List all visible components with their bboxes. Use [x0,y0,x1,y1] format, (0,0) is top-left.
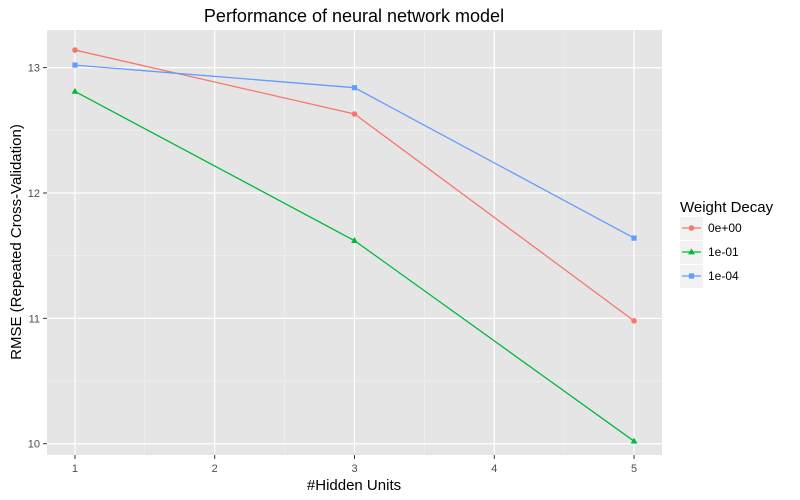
series-group [71,47,638,444]
x-tick-label: 5 [631,463,637,475]
x-tick-label: 1 [72,463,78,475]
y-axis-title: RMSE (Repeated Cross-Validation) [8,124,25,360]
y-tick-label: 12 [28,188,40,200]
y-tick-label: 11 [29,313,40,325]
legend-marker [688,273,695,279]
data-point [72,47,78,53]
series-0e+00 [72,47,637,324]
data-point [631,318,637,324]
legend-label: 1e-01 [708,245,739,259]
legend: Weight Decay 0e+00 1e-01 1e-04 [680,199,774,288]
data-point [631,235,637,241]
x-tick-label: 2 [212,463,218,475]
series-1e-01 [71,87,638,444]
data-point [351,85,358,91]
data-point [71,87,79,94]
legend-title: Weight Decay [680,199,774,216]
data-point [630,437,638,444]
data-point [72,62,78,68]
data-point [351,111,358,117]
legend-marker [688,225,695,231]
legend-item: 0e+00 [680,217,742,240]
x-tick-label: 4 [491,463,497,475]
legend-marker [688,248,695,255]
legend-label: 0e+00 [708,221,742,235]
series-1e-04 [72,62,637,241]
x-axis-title: #Hidden Units [307,477,401,494]
legend-item: 1e-01 [680,241,739,264]
legend-item: 1e-04 [680,265,739,288]
y-tick-label: 10 [28,439,40,451]
chart-title: Performance of neural network model [204,6,504,26]
x-tick-label: 3 [351,463,357,475]
legend-label: 1e-04 [708,269,739,283]
y-tick-label: 13 [28,63,40,75]
data-point [351,237,358,243]
